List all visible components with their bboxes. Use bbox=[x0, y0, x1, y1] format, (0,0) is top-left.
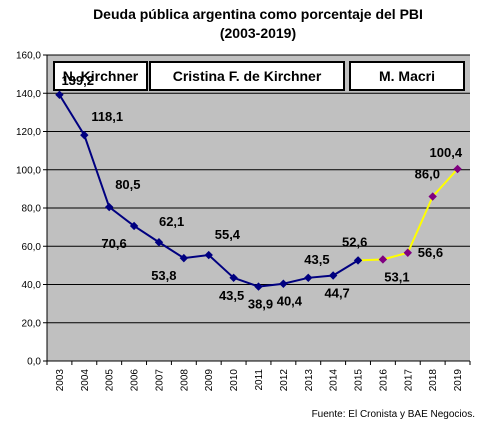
x-tick-label: 2007 bbox=[154, 369, 165, 392]
series-points bbox=[55, 90, 462, 291]
y-tick-label: 0,0 bbox=[27, 357, 41, 368]
data-point bbox=[279, 279, 288, 288]
period-box bbox=[349, 61, 465, 91]
y-tick-label: 40,0 bbox=[22, 280, 42, 291]
x-tick-label: 2019 bbox=[453, 369, 464, 392]
data-point bbox=[403, 248, 413, 257]
data-label: 56,6 bbox=[418, 245, 443, 260]
x-tick-label: 2009 bbox=[204, 369, 215, 392]
data-point bbox=[154, 238, 164, 247]
x-tick-label: 2017 bbox=[403, 369, 414, 392]
chart-title: Deuda pública argentina como porcentaje … bbox=[93, 6, 423, 22]
x-tick-label: 2015 bbox=[354, 369, 365, 392]
x-tick-label: 2005 bbox=[105, 369, 116, 392]
x-tick-label: 2011 bbox=[254, 369, 265, 391]
data-point bbox=[229, 273, 238, 283]
data-point bbox=[129, 221, 139, 231]
period-box bbox=[53, 61, 148, 91]
x-tick-label: 2004 bbox=[80, 369, 91, 392]
period-labels: N. Kirchner Cristina F. de Kirchner M. Mac… bbox=[53, 61, 465, 91]
data-label: 44,7 bbox=[324, 286, 349, 301]
x-tick-label: 2006 bbox=[130, 369, 141, 392]
period-label: N. Kirchner bbox=[63, 68, 139, 84]
data-point bbox=[378, 255, 388, 264]
period-label: Cristina F. de Kirchner bbox=[173, 68, 322, 84]
data-label: 53,1 bbox=[384, 269, 409, 284]
data-point bbox=[254, 282, 263, 291]
x-tick-label: 2013 bbox=[304, 369, 315, 392]
x-tick-label: 2010 bbox=[229, 369, 240, 392]
x-tick-label: 2008 bbox=[179, 369, 190, 392]
data-label: 55,4 bbox=[215, 227, 241, 242]
data-point bbox=[104, 202, 114, 212]
y-axis: 0,0 20,0 40,0 60,0 80,0 100,0 120,0 140,0 160,0 bbox=[16, 51, 48, 368]
y-tick-label: 20,0 bbox=[22, 318, 42, 329]
data-point bbox=[353, 256, 363, 265]
data-label: 118,1 bbox=[91, 109, 123, 124]
data-label: 70,6 bbox=[101, 236, 126, 251]
y-tick-label: 60,0 bbox=[22, 242, 42, 253]
data-label: 139,2 bbox=[61, 73, 94, 88]
source-note: Fuente: El Cronista y BAE Negocios. bbox=[312, 409, 475, 420]
y-tick-label: 160,0 bbox=[16, 51, 41, 62]
data-point bbox=[80, 130, 89, 140]
x-axis: 2003 2004 2005 2006 2007 2008 2009 2010 2011 2012… bbox=[46, 360, 471, 392]
data-label: 52,6 bbox=[342, 234, 367, 249]
y-tick-label: 80,0 bbox=[22, 204, 42, 215]
y-tick-label: 140,0 bbox=[16, 89, 41, 100]
y-tick-label: 100,0 bbox=[16, 165, 41, 176]
data-label: 40,4 bbox=[277, 294, 303, 309]
data-label: 100,4 bbox=[430, 145, 463, 160]
x-tick-label: 2003 bbox=[55, 369, 66, 392]
data-label: 38,9 bbox=[248, 297, 273, 312]
data-label: 62,1 bbox=[159, 214, 184, 229]
chart-subtitle: (2003-2019) bbox=[220, 25, 296, 41]
y-tick-label: 120,0 bbox=[16, 127, 41, 138]
data-label: 43,5 bbox=[304, 252, 329, 267]
data-label: 43,5 bbox=[219, 288, 244, 303]
data-label: 86,0 bbox=[415, 167, 440, 182]
data-point bbox=[55, 90, 64, 99]
x-tick-label: 2012 bbox=[279, 369, 290, 392]
period-box bbox=[149, 61, 345, 91]
data-point bbox=[204, 250, 213, 260]
data-point bbox=[304, 273, 313, 283]
x-tick-label: 2018 bbox=[428, 369, 439, 392]
data-label: 80,5 bbox=[115, 177, 140, 192]
period-label: M. Macri bbox=[379, 68, 435, 84]
data-point bbox=[179, 253, 189, 263]
x-tick-label: 2014 bbox=[329, 369, 340, 392]
data-labels: 139,2 118,1 80,5 70,6 62,1 53,8 55,4 43,5 38,9 40… bbox=[61, 73, 462, 312]
data-point bbox=[328, 271, 338, 280]
data-point bbox=[428, 192, 437, 201]
x-tick-label: 2016 bbox=[378, 369, 389, 392]
data-point bbox=[453, 164, 462, 174]
data-label: 53,8 bbox=[151, 268, 176, 283]
